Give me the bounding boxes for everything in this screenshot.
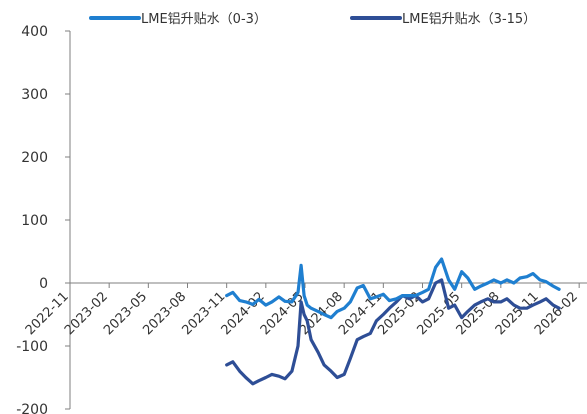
legend-item-1: LME铝升贴水（3-15） bbox=[350, 12, 536, 27]
series-line-1 bbox=[225, 278, 561, 386]
legend-label-1: LME铝升贴水（3-15） bbox=[402, 12, 536, 27]
legend: LME铝升贴水（0-3） LME铝升贴水（3-15） bbox=[89, 12, 536, 27]
y-tick-label: 200 bbox=[21, 150, 48, 166]
y-tick-label: 400 bbox=[21, 24, 48, 40]
y-axis: 400 300 200 100 0 -100 -200 bbox=[16, 24, 71, 414]
y-tick-label: 100 bbox=[21, 213, 48, 229]
legend-label-0: LME铝升贴水（0-3） bbox=[141, 12, 267, 27]
y-tick-label: -100 bbox=[16, 339, 48, 355]
plot-area bbox=[225, 257, 561, 386]
y-tick-label: 0 bbox=[39, 276, 48, 292]
series-line-0 bbox=[225, 257, 561, 320]
x-tick-label: 2026-02 bbox=[532, 289, 581, 338]
y-tick-label: 300 bbox=[21, 87, 48, 103]
legend-item-0: LME铝升贴水（0-3） bbox=[89, 12, 267, 27]
y-tick-label: -200 bbox=[16, 402, 48, 414]
